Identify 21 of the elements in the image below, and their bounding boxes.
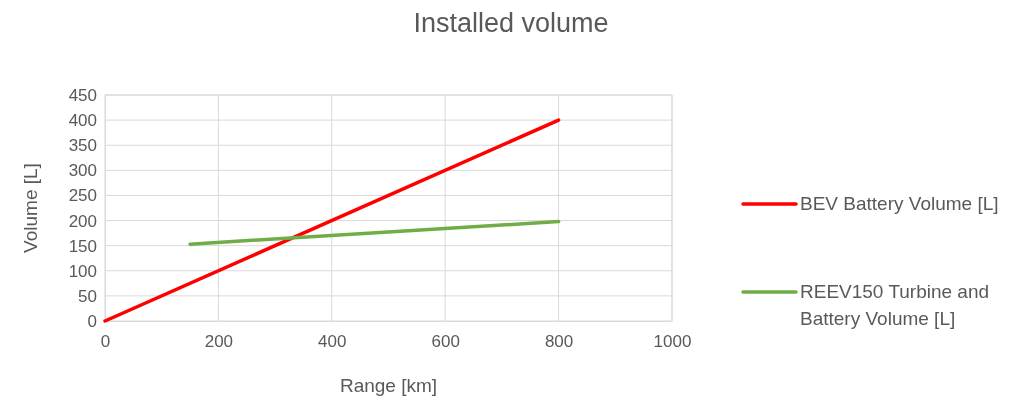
y-tick-label: 200 [68, 211, 97, 231]
y-tick-label: 450 [68, 85, 97, 105]
legend-label: REEV150 Turbine and Battery Volume [L] [800, 281, 990, 329]
y-tick-label: 300 [68, 161, 97, 181]
y-tick-label: 250 [68, 186, 97, 206]
y-tick-label: 50 [78, 286, 97, 306]
y-tick-label: 350 [68, 136, 97, 156]
y-tick-label: 150 [68, 236, 97, 256]
y-tick-label: 100 [68, 261, 97, 281]
y-tick-label: 400 [68, 111, 97, 131]
x-tick-label: 600 [431, 332, 460, 352]
y-tick-label: 0 [87, 311, 97, 331]
x-tick-label: 0 [100, 332, 111, 352]
x-axis-title: Range [km] [339, 375, 438, 396]
x-tick-label: 200 [204, 332, 234, 352]
x-tick-label: 400 [318, 332, 347, 352]
y-axis-title: Volume [L] [20, 163, 41, 253]
chart-title: Installed volume [413, 8, 609, 38]
legend-label: BEV Battery Volume [L] [800, 193, 999, 214]
x-tick-label: 800 [544, 332, 574, 352]
x-tick-label: 1000 [653, 332, 692, 352]
